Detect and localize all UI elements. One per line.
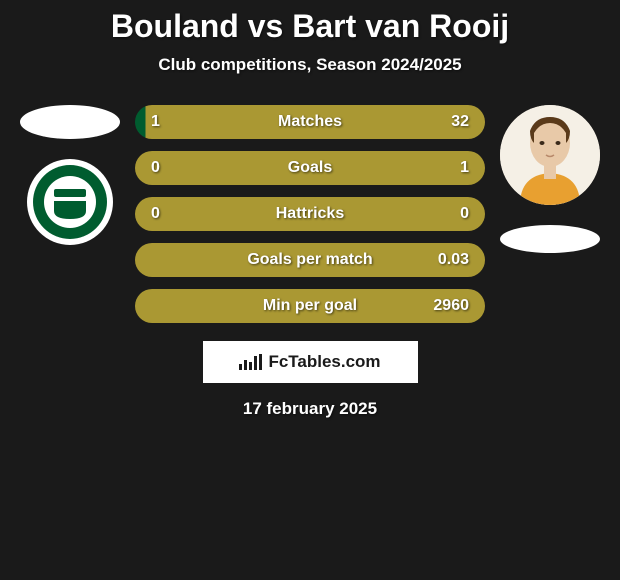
right-player-photo <box>500 105 600 205</box>
stat-bar-hattricks: 0Hattricks0 <box>135 197 485 231</box>
player-silhouette-icon <box>500 105 600 205</box>
brand-logo[interactable]: FcTables.com <box>203 341 418 383</box>
brand-text: FcTables.com <box>268 352 380 372</box>
stat-label: Goals per match <box>201 251 419 269</box>
stat-left-value: 0 <box>151 159 201 177</box>
left-player-column <box>15 105 125 245</box>
right-player-column <box>495 105 605 253</box>
stat-right-value: 2960 <box>419 297 469 315</box>
stats-block: 1Matches320Goals10Hattricks0Goals per ma… <box>135 105 485 323</box>
footer-date: 17 february 2025 <box>0 399 620 419</box>
stat-right-value: 1 <box>419 159 469 177</box>
stat-label: Min per goal <box>201 297 419 315</box>
left-club-badge <box>27 159 113 245</box>
stat-label: Goals <box>201 159 419 177</box>
stat-bar-matches: 1Matches32 <box>135 105 485 139</box>
stat-left-value: 0 <box>151 205 201 223</box>
stat-right-value: 0 <box>419 205 469 223</box>
stat-label: Matches <box>201 113 419 131</box>
page-title: Bouland vs Bart van Rooij <box>0 8 620 45</box>
stat-right-value: 0.03 <box>419 251 469 269</box>
stat-left-value: 1 <box>151 113 201 131</box>
left-country-ellipse <box>20 105 120 139</box>
main-row: 1Matches320Goals10Hattricks0Goals per ma… <box>0 105 620 323</box>
stat-bar-min-per-goal: Min per goal2960 <box>135 289 485 323</box>
subtitle: Club competitions, Season 2024/2025 <box>0 55 620 75</box>
stat-right-value: 32 <box>419 113 469 131</box>
stat-label: Hattricks <box>201 205 419 223</box>
stat-bar-goals-per-match: Goals per match0.03 <box>135 243 485 277</box>
stat-bar-goals: 0Goals1 <box>135 151 485 185</box>
groningen-badge-icon <box>27 159 113 245</box>
comparison-widget: Bouland vs Bart van Rooij Club competiti… <box>0 0 620 419</box>
right-country-ellipse <box>500 225 600 253</box>
chart-icon <box>239 354 262 370</box>
